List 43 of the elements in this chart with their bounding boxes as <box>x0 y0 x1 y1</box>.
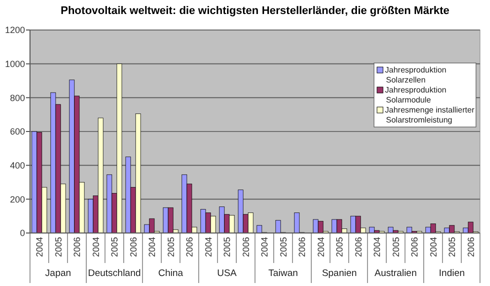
x-tick-label: 2005 <box>447 237 458 258</box>
x-tick-label: 2004 <box>34 237 45 258</box>
x-tick-label: 2005 <box>278 237 288 258</box>
x-tick-label: 2004 <box>428 237 438 258</box>
x-tick-label: 2004 <box>372 237 382 258</box>
text: Japan <box>45 268 72 279</box>
x-tick-label: 2006 <box>240 237 251 258</box>
x-tick-label: 2004 <box>90 237 101 258</box>
y-tick-label: 0 <box>20 228 25 238</box>
x-tick-label: 2006 <box>184 237 195 258</box>
legend-label: Jahresproduktion Solarmodule <box>385 86 446 104</box>
legend-label: Jahresproduktion Solarzellen <box>385 66 446 84</box>
x-tick-label: 2004 <box>203 237 214 258</box>
x-tick-label: 2004 <box>147 237 158 258</box>
text: USA <box>217 268 238 279</box>
x-tick-label: 2006 <box>72 237 82 258</box>
y-tick-label: 1200 <box>4 25 25 36</box>
y-tick-label: 200 <box>10 194 25 204</box>
y-tick-label: 400 <box>10 160 25 170</box>
y-tick-label: 600 <box>10 126 25 137</box>
x-tick-label: 2006 <box>297 237 308 258</box>
x-tick-label: 2006 <box>466 237 476 258</box>
y-tick-label: 1000 <box>4 58 25 69</box>
x-tick-label: 2004 <box>316 237 326 258</box>
x-tick-label: 2005 <box>334 237 345 258</box>
x-tick-label: 2006 <box>353 237 364 258</box>
text: Taiwan <box>268 268 298 279</box>
x-tick-label: 2005 <box>166 237 176 258</box>
text: Spanien <box>322 268 357 279</box>
text: Australien <box>374 268 417 279</box>
x-tick-label: 2005 <box>110 237 120 258</box>
y-tick-label: 800 <box>10 92 25 103</box>
x-tick-label: 2006 <box>128 237 138 258</box>
x-tick-label: 2005 <box>53 237 64 258</box>
chart-title: Photovoltaik weltweit: die wichtigsten Herstellerländer, die größten Märkte <box>60 5 450 17</box>
text: Indien <box>438 268 465 279</box>
text: Deutschland <box>88 268 141 279</box>
x-tick-label: 2004 <box>260 237 270 258</box>
text: China <box>158 268 184 279</box>
x-tick-label: 2006 <box>410 237 420 258</box>
legend-label: Jahresmenge installierter Solarstromleistung <box>385 106 475 124</box>
x-tick-label: 2005 <box>390 237 401 258</box>
x-tick-label: 2005 <box>222 237 232 258</box>
